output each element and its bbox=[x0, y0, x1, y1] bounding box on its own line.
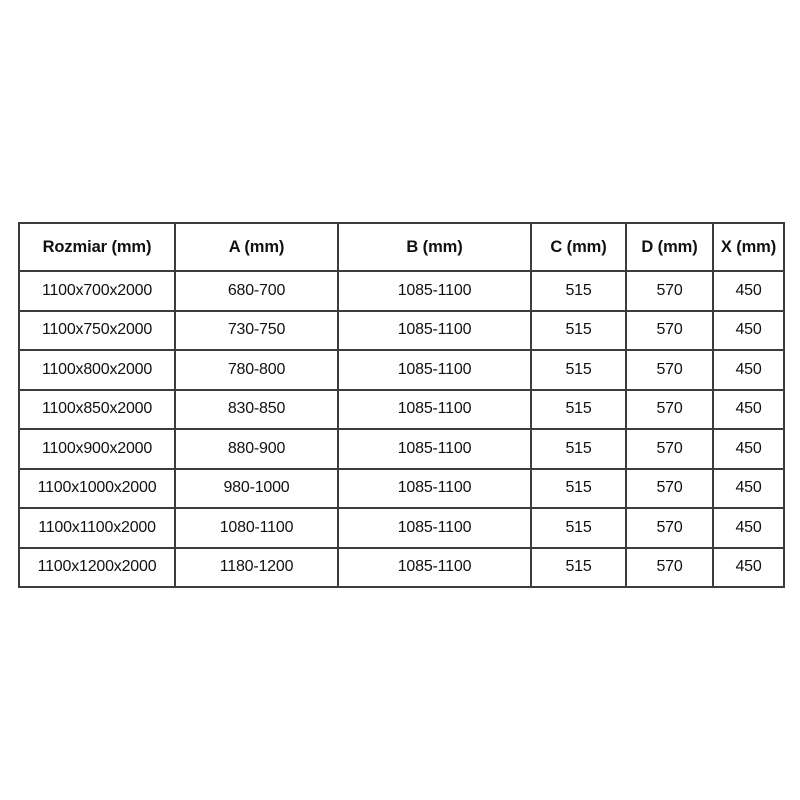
column-header-a: A (mm) bbox=[174, 222, 339, 272]
column-header-c: C (mm) bbox=[530, 222, 627, 272]
cell-x: 450 bbox=[712, 467, 785, 509]
cell-x: 450 bbox=[712, 428, 785, 470]
cell-x: 450 bbox=[712, 309, 785, 351]
cell-x: 450 bbox=[712, 270, 785, 312]
cell-a: 1180-1200 bbox=[174, 546, 339, 588]
cell-b: 1085-1100 bbox=[337, 270, 532, 312]
cell-size: 1100x900x2000 bbox=[18, 428, 176, 470]
cell-d: 570 bbox=[625, 270, 714, 312]
cell-b: 1085-1100 bbox=[337, 388, 532, 430]
dimensions-table: Rozmiar (mm) A (mm) B (mm) C (mm) D (mm)… bbox=[18, 222, 785, 588]
cell-d: 570 bbox=[625, 546, 714, 588]
cell-x: 450 bbox=[712, 388, 785, 430]
column-header-rozmiar: Rozmiar (mm) bbox=[18, 222, 176, 272]
cell-size: 1100x700x2000 bbox=[18, 270, 176, 312]
cell-size: 1100x1000x2000 bbox=[18, 467, 176, 509]
table-header: Rozmiar (mm) A (mm) B (mm) C (mm) D (mm)… bbox=[18, 222, 785, 272]
table-body: 1100x700x2000 680-700 1085-1100 515 570 … bbox=[18, 270, 785, 588]
cell-a: 780-800 bbox=[174, 349, 339, 391]
cell-d: 570 bbox=[625, 467, 714, 509]
cell-c: 515 bbox=[530, 428, 627, 470]
cell-b: 1085-1100 bbox=[337, 546, 532, 588]
cell-size: 1100x800x2000 bbox=[18, 349, 176, 391]
cell-b: 1085-1100 bbox=[337, 467, 532, 509]
table-row: 1100x900x2000 880-900 1085-1100 515 570 … bbox=[18, 428, 785, 470]
cell-a: 880-900 bbox=[174, 428, 339, 470]
cell-a: 830-850 bbox=[174, 388, 339, 430]
cell-d: 570 bbox=[625, 428, 714, 470]
spec-table-container: Rozmiar (mm) A (mm) B (mm) C (mm) D (mm)… bbox=[18, 222, 785, 588]
table-row: 1100x700x2000 680-700 1085-1100 515 570 … bbox=[18, 270, 785, 312]
cell-size: 1100x850x2000 bbox=[18, 388, 176, 430]
table-row: 1100x1200x2000 1180-1200 1085-1100 515 5… bbox=[18, 546, 785, 588]
cell-d: 570 bbox=[625, 507, 714, 549]
cell-d: 570 bbox=[625, 309, 714, 351]
cell-a: 730-750 bbox=[174, 309, 339, 351]
table-row: 1100x1100x2000 1080-1100 1085-1100 515 5… bbox=[18, 507, 785, 549]
cell-x: 450 bbox=[712, 349, 785, 391]
table-row: 1100x850x2000 830-850 1085-1100 515 570 … bbox=[18, 388, 785, 430]
cell-a: 680-700 bbox=[174, 270, 339, 312]
cell-c: 515 bbox=[530, 309, 627, 351]
table-row: 1100x800x2000 780-800 1085-1100 515 570 … bbox=[18, 349, 785, 391]
cell-c: 515 bbox=[530, 349, 627, 391]
cell-d: 570 bbox=[625, 388, 714, 430]
cell-a: 980-1000 bbox=[174, 467, 339, 509]
table-row: 1100x750x2000 730-750 1085-1100 515 570 … bbox=[18, 309, 785, 351]
cell-c: 515 bbox=[530, 388, 627, 430]
column-header-b: B (mm) bbox=[337, 222, 532, 272]
cell-b: 1085-1100 bbox=[337, 309, 532, 351]
cell-b: 1085-1100 bbox=[337, 349, 532, 391]
cell-b: 1085-1100 bbox=[337, 507, 532, 549]
cell-x: 450 bbox=[712, 546, 785, 588]
cell-d: 570 bbox=[625, 349, 714, 391]
cell-c: 515 bbox=[530, 270, 627, 312]
cell-c: 515 bbox=[530, 467, 627, 509]
cell-size: 1100x1100x2000 bbox=[18, 507, 176, 549]
cell-x: 450 bbox=[712, 507, 785, 549]
cell-size: 1100x1200x2000 bbox=[18, 546, 176, 588]
column-header-d: D (mm) bbox=[625, 222, 714, 272]
cell-a: 1080-1100 bbox=[174, 507, 339, 549]
cell-c: 515 bbox=[530, 546, 627, 588]
cell-c: 515 bbox=[530, 507, 627, 549]
cell-size: 1100x750x2000 bbox=[18, 309, 176, 351]
cell-b: 1085-1100 bbox=[337, 428, 532, 470]
column-header-x: X (mm) bbox=[712, 222, 785, 272]
table-header-row: Rozmiar (mm) A (mm) B (mm) C (mm) D (mm)… bbox=[18, 222, 785, 272]
table-row: 1100x1000x2000 980-1000 1085-1100 515 57… bbox=[18, 467, 785, 509]
